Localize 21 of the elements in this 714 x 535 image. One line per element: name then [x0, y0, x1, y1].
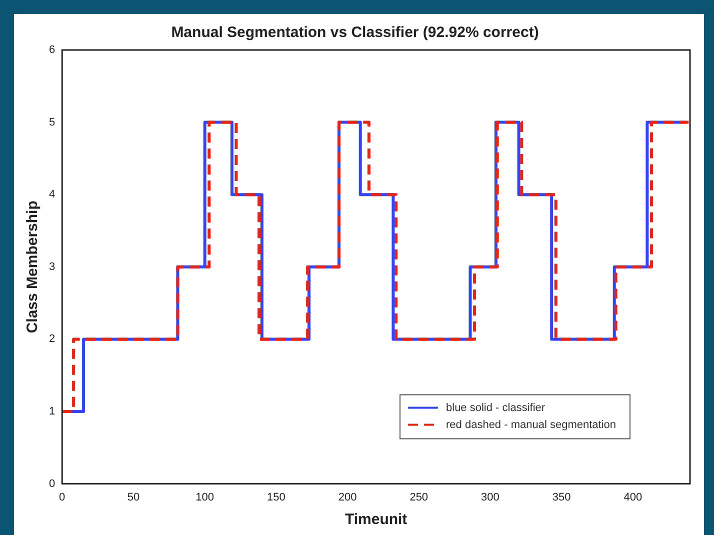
chart-title: Manual Segmentation vs Classifier (92.92% correct): [171, 24, 539, 42]
y-tick-label: 2: [48, 333, 56, 346]
x-tick-label: 0: [59, 491, 66, 504]
legend-label: blue solid - classifier: [446, 402, 546, 414]
x-tick-label: 100: [196, 491, 214, 504]
x-tick-label: 300: [481, 491, 500, 504]
y-tick-label: 0: [48, 478, 56, 490]
y-tick-label: 6: [48, 44, 56, 56]
legend-label: red dashed - manual segmentation: [446, 418, 616, 431]
y-tick-label: 5: [48, 116, 56, 128]
x-tick-label: 50: [127, 491, 140, 504]
y-tick-label: 1: [48, 406, 56, 418]
y-axis-title: Class Membership: [24, 200, 42, 334]
x-axis-title: Timeunit: [344, 511, 408, 528]
y-tick-label: 3: [48, 260, 56, 273]
x-tick-label: 200: [338, 491, 357, 504]
x-tick-label: 400: [624, 491, 642, 504]
x-tick-label: 250: [410, 491, 428, 504]
y-tick-label: 4: [48, 188, 56, 201]
x-tick-label: 150: [266, 491, 286, 504]
x-tick-label: 350: [552, 491, 571, 504]
